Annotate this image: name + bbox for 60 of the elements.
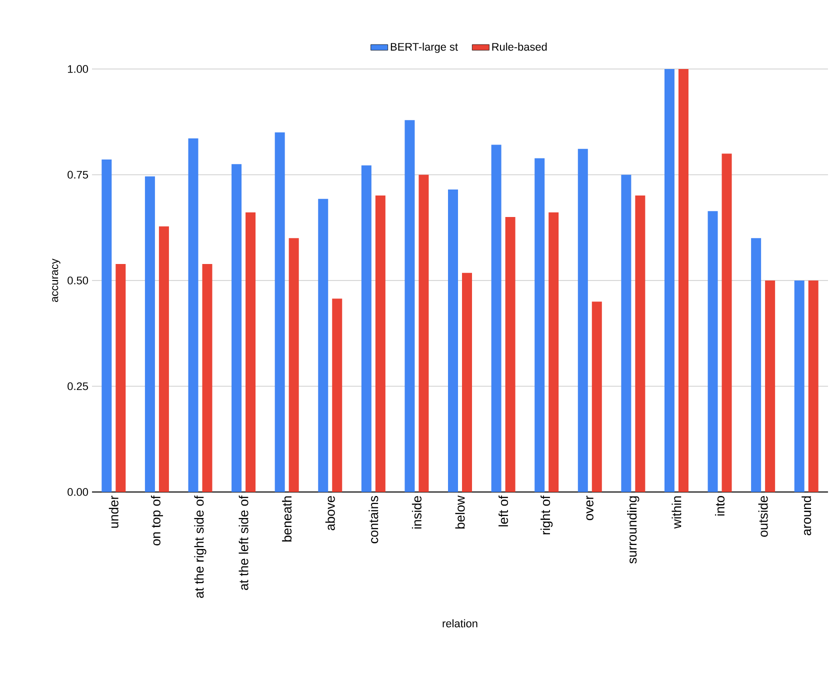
bar (765, 280, 776, 492)
bar (361, 165, 372, 492)
x-tick-label: above (325, 496, 335, 530)
bar (332, 298, 342, 492)
x-tick-label: under (108, 496, 118, 528)
x-tick-label: at the right side of (194, 495, 206, 598)
legend-label: Rule-based (492, 42, 547, 51)
bar (158, 226, 169, 492)
bar (116, 264, 126, 492)
bar (578, 148, 588, 492)
bar (448, 190, 458, 492)
bar (534, 158, 545, 492)
bar (635, 195, 646, 492)
x-tick-label: surrounding (627, 496, 640, 564)
x-tick-label: over (586, 496, 594, 520)
x-tick-label: inside (412, 496, 422, 528)
x-tick-label: outside (758, 496, 768, 537)
y-tick-label: 0.75 (68, 170, 88, 179)
bar (375, 195, 386, 492)
bar (288, 238, 299, 492)
bar (232, 164, 242, 492)
bar (794, 280, 804, 492)
x-tick-label: contains (368, 496, 378, 544)
x-tick-label: around (802, 496, 812, 536)
bar (678, 68, 688, 492)
x-tick-label: at the left side of (238, 495, 248, 590)
bar (102, 160, 112, 492)
y-tick-label: 0.50 (68, 276, 88, 284)
x-tick-label: beneath (282, 496, 292, 542)
bar (808, 280, 818, 492)
y-tick-label: 0.25 (68, 382, 88, 390)
y-axis-title: accuracy (52, 258, 60, 302)
bar (246, 212, 256, 492)
x-tick-label: left of (498, 495, 508, 526)
bar (708, 211, 718, 492)
bar (404, 120, 415, 492)
bar (188, 138, 198, 492)
bar (491, 144, 502, 492)
bar (505, 217, 516, 492)
bar (751, 238, 762, 492)
x-axis-title: relation (442, 619, 478, 628)
bar (621, 174, 632, 492)
y-tick-label: 1.00 (68, 65, 88, 73)
bar (144, 176, 155, 492)
x-tick-label: below (455, 495, 465, 529)
x-tick-label: within (672, 496, 682, 529)
bar (202, 264, 212, 492)
legend-label: BERT-large st (390, 42, 458, 53)
bar (548, 212, 559, 492)
bar (722, 154, 732, 492)
bar (592, 302, 602, 492)
y-tick-label: 0.00 (68, 488, 88, 496)
bar (462, 272, 472, 492)
bar (664, 68, 674, 492)
bar (274, 132, 285, 492)
x-tick-label: right of (540, 495, 553, 534)
bar (418, 174, 429, 492)
bar (318, 198, 328, 492)
x-tick-label: on top of (150, 495, 163, 546)
x-tick-label: into (715, 496, 725, 516)
